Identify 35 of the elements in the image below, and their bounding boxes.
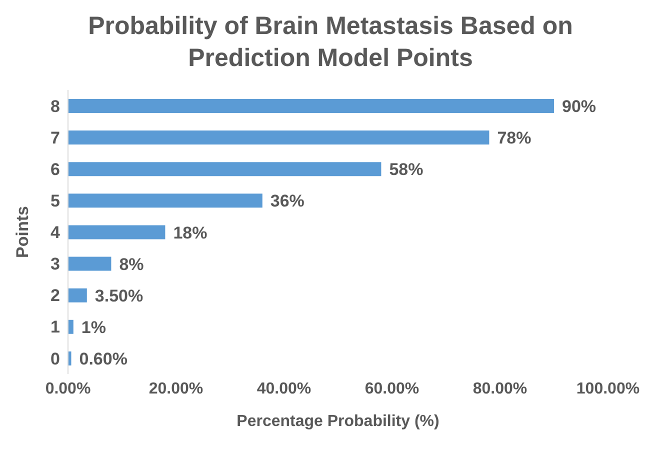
data-label: 78%	[497, 128, 532, 148]
y-tick-label: 8	[50, 96, 60, 116]
bar	[68, 288, 87, 302]
x-axis-title: Percentage Probability (%)	[236, 413, 440, 430]
y-tick-label: 2	[50, 286, 60, 306]
y-axis-title: Points	[13, 206, 32, 258]
x-tick-label: 20.00%	[148, 380, 204, 398]
data-label: 0.60%	[79, 349, 128, 368]
y-tick-label: 1	[50, 318, 60, 337]
bar	[68, 320, 74, 334]
y-tick-label: 5	[50, 191, 60, 210]
y-tick-label: 3	[50, 254, 60, 274]
y-tick-label: 4	[50, 223, 61, 242]
y-tick-label: 0	[50, 349, 60, 368]
x-tick-label: 80.00%	[472, 380, 528, 398]
x-tick-label: 100.00%	[576, 380, 640, 398]
x-tick-label: 0.00%	[45, 380, 91, 398]
bar	[68, 194, 262, 208]
y-tick-label: 6	[50, 160, 60, 179]
bar	[68, 225, 166, 240]
bar	[68, 162, 382, 176]
x-tick-label: 60.00%	[364, 380, 420, 398]
data-label: 58%	[389, 160, 424, 180]
data-label: 90%	[562, 97, 596, 116]
bar	[68, 99, 554, 113]
data-label: 8%	[119, 254, 144, 274]
chart-title: Probability of Brain Metastasis Based on Prediction Model Points	[87, 11, 574, 74]
y-tick-label: 7	[50, 128, 60, 148]
bar	[68, 256, 112, 271]
x-tick-label: 40.00%	[256, 380, 312, 398]
data-label: 36%	[270, 192, 304, 211]
bar	[68, 130, 490, 145]
data-label: 18%	[173, 223, 208, 242]
data-label: 1%	[81, 318, 106, 337]
data-label: 3.50%	[94, 286, 144, 306]
